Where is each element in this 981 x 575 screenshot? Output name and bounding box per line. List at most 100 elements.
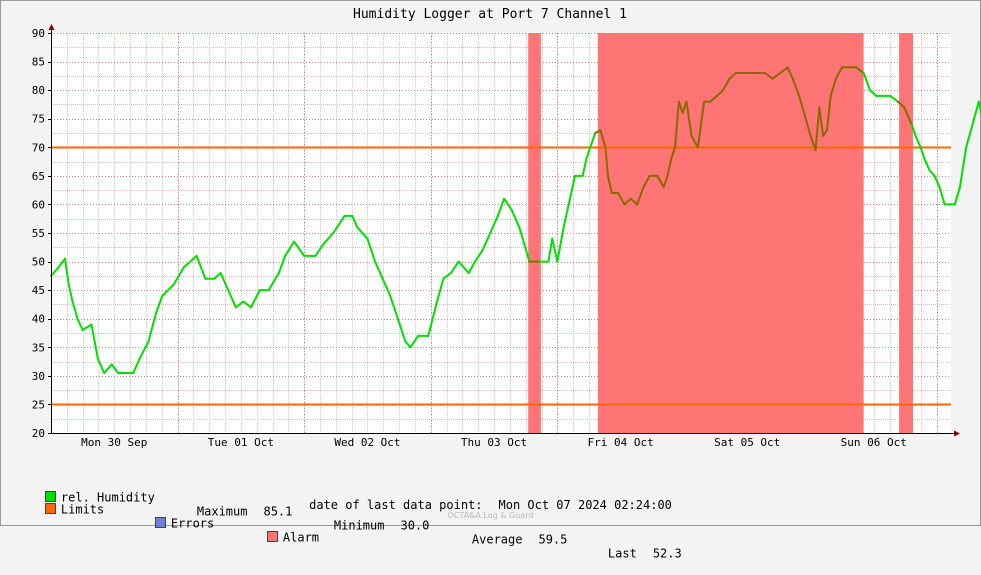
- humidity-segment: [589, 132, 597, 149]
- humidity-segment: [779, 66, 789, 74]
- y-tick-label: 25: [32, 398, 45, 411]
- alarm-band: [528, 33, 541, 433]
- x-axis-arrow: [954, 430, 960, 437]
- humidity-segment: [928, 169, 936, 177]
- humidity-segment: [599, 129, 607, 149]
- humidity-segment: [551, 237, 559, 263]
- humidity-segment: [690, 134, 699, 149]
- humidity-segment: [581, 157, 588, 177]
- humidity-segment: [427, 300, 439, 337]
- humidity-segment: [814, 106, 821, 152]
- humidity-segment: [977, 100, 981, 116]
- humidity-segment: [510, 209, 521, 229]
- humidity-segment: [722, 77, 731, 92]
- humidity-segment: [436, 277, 445, 303]
- legend-item-alarm: Alarm: [238, 516, 319, 559]
- alarm-band: [597, 33, 864, 433]
- limits-swatch: [44, 503, 56, 514]
- humidity-segment: [489, 214, 499, 234]
- humidity-segment: [366, 237, 377, 263]
- y-tick-label: 65: [32, 170, 45, 183]
- humidity-segment: [822, 129, 828, 137]
- x-tick-label: Sun 06 Oct: [841, 436, 907, 449]
- y-tick-label: 40: [32, 313, 45, 326]
- humidity-segment: [103, 363, 113, 374]
- humidity-segment: [933, 174, 941, 189]
- humidity-segment: [351, 214, 359, 229]
- y-tick-label: 90: [32, 27, 45, 40]
- humidity-segment: [677, 100, 684, 114]
- humidity-segment: [809, 134, 817, 152]
- last-label: Last: [607, 546, 637, 561]
- humidity-segment: [81, 323, 93, 332]
- humidity-series: [50, 66, 981, 374]
- humidity-segment: [914, 134, 922, 149]
- humidity-segment: [728, 72, 737, 80]
- humidity-segment: [636, 186, 645, 206]
- humidity-segment: [938, 186, 946, 206]
- humidity-segment: [389, 294, 399, 320]
- humidity-segment: [96, 357, 106, 374]
- humidity-segment: [771, 72, 782, 80]
- humidity-segment: [138, 340, 150, 360]
- legend-last: Last 52.3: [579, 532, 682, 575]
- humidity-segment: [404, 340, 412, 349]
- humidity-segment: [474, 249, 484, 263]
- legend-limits-label: Limits: [60, 502, 105, 517]
- humidity-segment: [923, 157, 931, 172]
- maximum-label: Maximum: [196, 504, 248, 519]
- y-tick-label: 80: [32, 84, 45, 97]
- humidity-segment: [481, 232, 492, 252]
- humidity-segment: [763, 72, 774, 80]
- humidity-segment: [267, 272, 280, 292]
- humidity-segment: [322, 232, 335, 246]
- y-tick-label: 85: [32, 56, 45, 69]
- y-tick-label: 75: [32, 113, 45, 126]
- humidity-segment: [332, 214, 346, 234]
- humidity-segment: [958, 146, 968, 189]
- legend-item-limits: Limits: [16, 488, 104, 531]
- legend-alarm-label: Alarm: [282, 530, 320, 545]
- x-tick-label: Tue 01 Oct: [208, 436, 274, 449]
- humidity-segment: [642, 174, 651, 189]
- humidity-segment: [67, 283, 74, 303]
- legend-maximum: Maximum 85.1: [168, 490, 292, 533]
- humidity-segment: [562, 203, 570, 229]
- humidity-segment: [63, 257, 70, 286]
- humidity-segment: [90, 323, 99, 360]
- humidity-segment: [868, 89, 878, 97]
- humidity-segment: [284, 240, 296, 257]
- alarm-band: [899, 33, 914, 433]
- humidity-segment: [172, 266, 185, 286]
- x-tick-label: Sat 05 Oct: [714, 436, 780, 449]
- humidity-chart: 20 25 30 35 40 45 50 55 60 65 70 75 80 85 90 Mon 30 Sep…: [32, 7, 981, 449]
- humidity-segment: [834, 66, 844, 80]
- humidity-segment: [277, 254, 287, 274]
- legend-humidity-label: rel. Humidity: [60, 490, 155, 505]
- humidity-segment: [585, 146, 592, 160]
- humidity-segment: [71, 300, 79, 320]
- humidity-segment: [855, 66, 865, 74]
- humidity-segment: [803, 112, 812, 137]
- humidity-segment: [496, 197, 506, 217]
- credit-text: OCTA&A Log & Guard: [447, 511, 534, 520]
- humidity-segment: [195, 254, 207, 280]
- humidity-segment: [604, 146, 609, 177]
- humidity-segment: [155, 294, 164, 314]
- humidity-segment: [374, 260, 384, 280]
- humidity-segment: [971, 100, 980, 126]
- y-tick-label: 30: [32, 370, 45, 383]
- humidity-segment: [896, 100, 906, 109]
- humidity-segment: [829, 77, 837, 97]
- y-tick-label: 20: [32, 427, 45, 440]
- humidity-segment: [132, 357, 141, 374]
- humidity-segment: [467, 260, 477, 274]
- humidity-segment: [147, 312, 158, 343]
- chart-title: Humidity Logger at Port 7 Channel 1: [353, 7, 627, 22]
- humidity-segment: [314, 243, 325, 257]
- humidity-segment: [617, 192, 626, 206]
- humidity-segment: [409, 334, 420, 349]
- humidity-segment: [825, 94, 832, 132]
- last-data-point: date of last data point: Mon Oct 07 2024 …: [0, 498, 981, 512]
- y-tick-label: 70: [32, 141, 45, 154]
